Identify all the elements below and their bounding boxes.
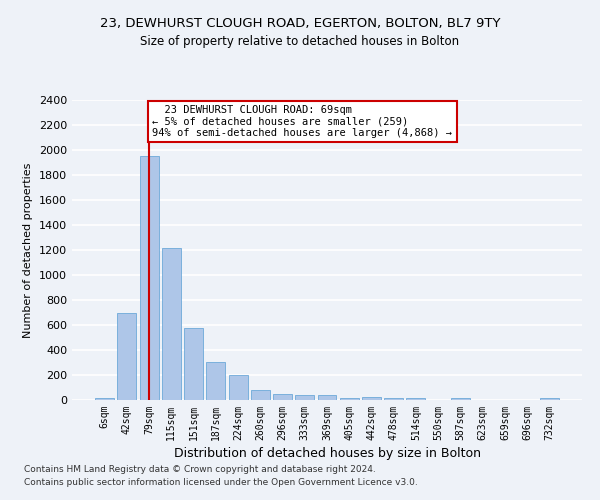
Bar: [317, 395, 337, 400]
Bar: [540, 398, 559, 400]
Text: Size of property relative to detached houses in Bolton: Size of property relative to detached ho…: [140, 35, 460, 48]
Bar: [251, 390, 270, 400]
Text: Contains HM Land Registry data © Crown copyright and database right 2024.: Contains HM Land Registry data © Crown c…: [24, 466, 376, 474]
Text: 23, DEWHURST CLOUGH ROAD, EGERTON, BOLTON, BL7 9TY: 23, DEWHURST CLOUGH ROAD, EGERTON, BOLTO…: [100, 18, 500, 30]
Bar: [95, 398, 114, 400]
Bar: [229, 375, 248, 400]
Text: Contains public sector information licensed under the Open Government Licence v3: Contains public sector information licen…: [24, 478, 418, 487]
Bar: [406, 398, 425, 400]
Bar: [384, 398, 403, 400]
Bar: [273, 394, 292, 400]
Bar: [340, 398, 359, 400]
Y-axis label: Number of detached properties: Number of detached properties: [23, 162, 34, 338]
Bar: [206, 362, 225, 400]
X-axis label: Distribution of detached houses by size in Bolton: Distribution of detached houses by size …: [173, 447, 481, 460]
Bar: [162, 248, 181, 400]
Bar: [140, 156, 158, 400]
Bar: [451, 398, 470, 400]
Text: 23 DEWHURST CLOUGH ROAD: 69sqm
← 5% of detached houses are smaller (259)
94% of : 23 DEWHURST CLOUGH ROAD: 69sqm ← 5% of d…: [152, 105, 452, 138]
Bar: [362, 396, 381, 400]
Bar: [118, 312, 136, 400]
Bar: [184, 328, 203, 400]
Bar: [295, 395, 314, 400]
